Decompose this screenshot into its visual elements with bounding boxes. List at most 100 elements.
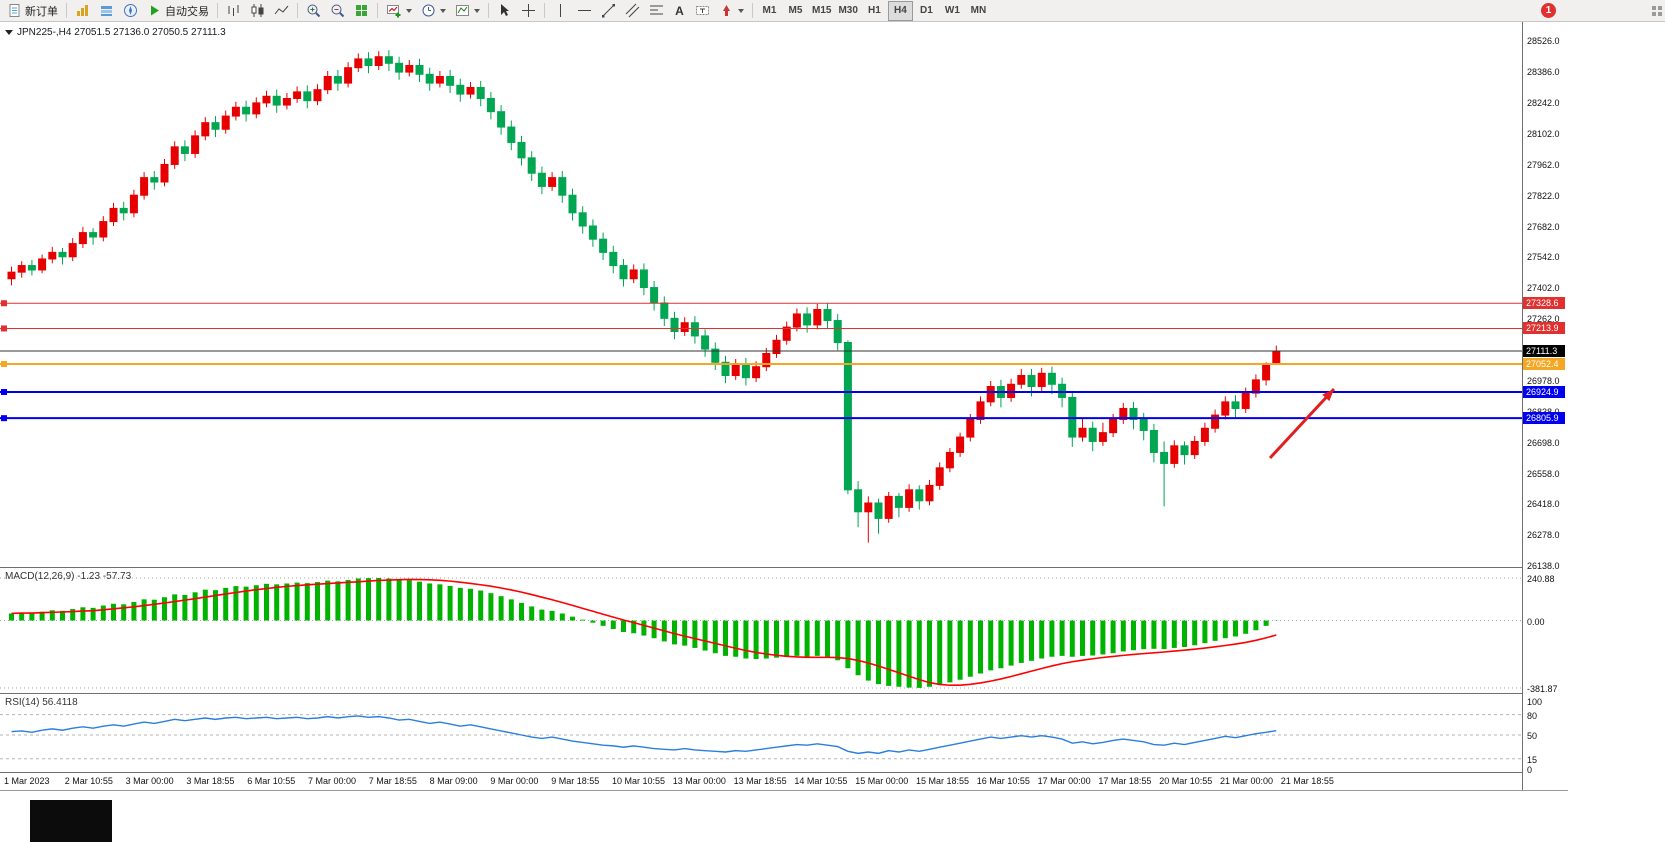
line-chart-button[interactable] xyxy=(270,1,293,21)
horizontal-line-tool-button[interactable] xyxy=(573,1,596,21)
rsi-panel[interactable]: RSI(14) 56.4118 xyxy=(0,694,1522,772)
toolbar-separator xyxy=(66,3,67,18)
time-axis-label: 13 Mar 00:00 xyxy=(672,776,726,786)
macd-axis: 240.88 0.00 -381.87 xyxy=(1523,568,1583,694)
price-tag[interactable]: 27328.6 xyxy=(1523,297,1565,310)
notification-badge[interactable]: 1 xyxy=(1541,3,1556,18)
timeframe-mn-button[interactable]: MN xyxy=(966,1,991,21)
y-axis-label: 26418.0 xyxy=(1527,499,1560,510)
indicators-button[interactable] xyxy=(451,1,484,21)
rsi-axis: 100 80 50 15 0 xyxy=(1523,694,1583,775)
timeframe-m30-button[interactable]: M30 xyxy=(835,1,860,21)
vertical-line-icon xyxy=(560,4,561,17)
price-tag[interactable]: 27111.3 xyxy=(1523,345,1565,358)
time-axis-label: 9 Mar 18:55 xyxy=(551,776,600,786)
bar-chart-icon xyxy=(228,5,239,16)
chart-period-button[interactable] xyxy=(417,1,450,21)
y-axis-label: 27542.0 xyxy=(1527,252,1560,263)
zoom-out-icon xyxy=(331,4,345,18)
time-axis[interactable]: 1 Mar 2023 2 Mar 10:55 3 Mar 00:00 3 Mar 18… xyxy=(0,773,1568,790)
dropdown-caret-icon xyxy=(474,8,480,13)
navigator-button[interactable] xyxy=(119,1,142,21)
macd-panel[interactable]: MACD(12,26,9) -1.23 -57.73 xyxy=(0,568,1522,693)
channel-tool-button[interactable] xyxy=(621,1,644,21)
new-order-button[interactable]: 新订单 xyxy=(3,1,62,21)
macd-chart-canvas[interactable] xyxy=(0,568,1522,693)
main-price-axis[interactable]: 28526.0 28386.0 28242.0 28102.0 27962.0 27822… xyxy=(1523,22,1583,571)
candlestick-chart-canvas[interactable] xyxy=(0,22,1522,567)
tile-windows-button[interactable] xyxy=(350,1,373,21)
time-axis-label: 14 Mar 10:55 xyxy=(794,776,848,786)
y-axis-label: 26138.0 xyxy=(1527,561,1560,571)
y-axis-label: 26278.0 xyxy=(1527,530,1560,541)
price-axis-column[interactable]: 28526.0 28386.0 28242.0 28102.0 27962.0 27822… xyxy=(1523,22,1665,790)
y-axis-label: 26978.0 xyxy=(1527,376,1560,387)
bar-chart-button[interactable] xyxy=(222,1,245,21)
price-lines-group[interactable] xyxy=(0,300,1522,422)
vertical-line-tool-button[interactable] xyxy=(549,1,572,21)
timeframe-m15-button[interactable]: M15 xyxy=(809,1,834,21)
timeframe-w1-button[interactable]: W1 xyxy=(940,1,965,21)
channel-icon xyxy=(625,3,640,18)
main-chart-panel[interactable]: JPN225-,H4 27051.5 27136.0 27050.5 27111… xyxy=(0,22,1522,567)
chart-bars-icon xyxy=(77,5,88,16)
timeframe-m5-button[interactable]: M5 xyxy=(783,1,808,21)
symbol-dropdown-icon[interactable] xyxy=(5,30,13,35)
autotrading-label: 自动交易 xyxy=(165,5,209,18)
timeframe-h1-button[interactable]: H1 xyxy=(862,1,887,21)
trendline-tool-button[interactable] xyxy=(597,1,620,21)
text-tool-button[interactable]: A xyxy=(669,1,690,21)
panel-separator[interactable] xyxy=(0,772,1568,773)
time-axis-label: 16 Mar 10:55 xyxy=(976,776,1030,786)
zoom-out-button[interactable] xyxy=(326,1,349,21)
toolbar-separator xyxy=(488,3,489,18)
price-tag[interactable]: 27213.9 xyxy=(1523,322,1565,335)
data-window-button[interactable] xyxy=(95,1,118,21)
time-axis-label: 2 Mar 10:55 xyxy=(64,776,113,786)
cursor-button[interactable] xyxy=(493,1,516,21)
rsi-chart-canvas[interactable] xyxy=(0,694,1522,772)
time-axis-label: 21 Mar 00:00 xyxy=(1220,776,1274,786)
y-axis-label: 27822.0 xyxy=(1527,190,1560,201)
arrows-tool-button[interactable] xyxy=(715,1,748,21)
timeframe-h4-button[interactable]: H4 xyxy=(887,0,913,21)
charts-toolbar-button[interactable] xyxy=(71,1,94,21)
trendline-icon xyxy=(602,4,615,18)
rsi-axis-label: 100 xyxy=(1527,697,1543,707)
autotrading-play-icon xyxy=(151,5,159,16)
panel-separator[interactable] xyxy=(0,693,1568,694)
fibonacci-tool-button[interactable] xyxy=(645,1,668,21)
toolbar: 新订单 自动交易 xyxy=(0,0,1665,22)
y-axis-label: 26558.0 xyxy=(1527,468,1560,479)
candlestick-chart-button[interactable] xyxy=(246,1,269,21)
time-axis-label: 7 Mar 18:55 xyxy=(368,776,417,786)
time-axis-label: 20 Mar 10:55 xyxy=(1159,776,1213,786)
new-chart-button[interactable] xyxy=(382,1,416,21)
macd-axis-label: 0.00 xyxy=(1527,616,1545,627)
price-tag[interactable]: 26924.9 xyxy=(1523,386,1565,398)
y-axis-label: 26698.0 xyxy=(1527,437,1560,448)
y-axis-label: 26838.0 xyxy=(1527,407,1560,417)
timeframe-d1-button[interactable]: D1 xyxy=(914,1,939,21)
time-axis-label: 13 Mar 18:55 xyxy=(733,776,787,786)
toolbar-overflow-icon[interactable] xyxy=(1652,6,1662,16)
autotrading-button[interactable]: 自动交易 xyxy=(143,1,213,21)
price-tag[interactable]: 26805.9 xyxy=(1523,412,1565,425)
dropdown-caret-icon xyxy=(406,8,412,13)
symbol-ohlc-title: JPN225-,H4 27051.5 27136.0 27050.5 27111… xyxy=(17,27,226,38)
crosshair-button[interactable] xyxy=(517,1,540,21)
crosshair-icon xyxy=(522,4,535,17)
toolbar-separator xyxy=(544,3,545,18)
y-axis-label: 27262.0 xyxy=(1527,313,1560,324)
price-tag[interactable]: 27052.4 xyxy=(1523,357,1565,370)
rsi-axis-label: 50 xyxy=(1527,731,1538,741)
zoom-in-button[interactable] xyxy=(302,1,325,21)
cursor-arrow-icon xyxy=(501,4,509,16)
timeframe-m1-button[interactable]: M1 xyxy=(757,1,782,21)
window-bottom-border xyxy=(0,790,1568,791)
panel-separator[interactable] xyxy=(0,567,1568,568)
time-axis-label: 9 Mar 00:00 xyxy=(490,776,539,786)
annotation-arrow[interactable] xyxy=(1268,387,1336,460)
label-tool-button[interactable] xyxy=(691,1,714,21)
macd-axis-label: 240.88 xyxy=(1527,574,1555,584)
